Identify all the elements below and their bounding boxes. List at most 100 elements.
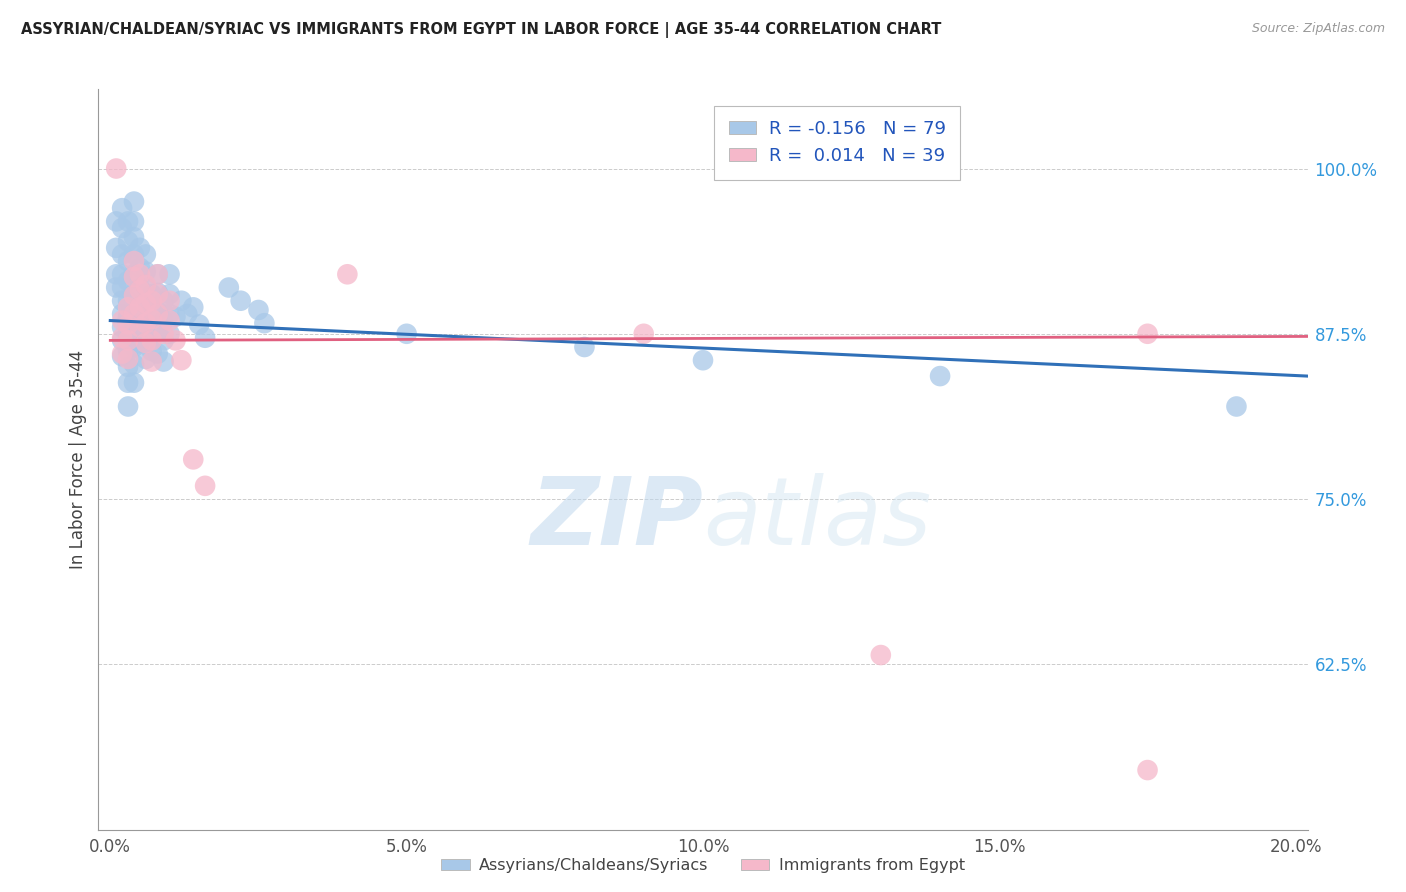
Point [229,293,252,308]
Point [122,323,145,337]
Point [117,254,139,268]
Point [117,326,139,341]
Point [152,313,174,327]
Point [122,357,145,371]
Point [135,334,157,348]
Point [117,318,139,332]
Point [117,359,139,374]
Y-axis label: In Labor Force | Age 35-44: In Labor Force | Age 35-44 [69,350,87,569]
Point [152,293,174,308]
Point [117,334,139,348]
Point [122,214,145,228]
Point [105,241,128,255]
Point [122,268,145,282]
Point [869,648,891,662]
Point [111,331,134,345]
Point [146,326,169,340]
Text: Source: ZipAtlas.com: Source: ZipAtlas.com [1251,22,1385,36]
Point [117,376,139,390]
Point [146,268,169,282]
Point [122,247,145,261]
Legend: R = -0.156   N = 79, R =  0.014   N = 39: R = -0.156 N = 79, R = 0.014 N = 39 [714,105,960,179]
Point [141,343,163,358]
Point [117,400,139,414]
Point [117,301,139,315]
Point [141,323,163,337]
Point [129,320,152,334]
Point [111,280,134,294]
Point [129,318,152,332]
Point [135,298,157,312]
Point [122,269,145,284]
Point [170,353,193,368]
Point [146,307,169,321]
Point [247,303,270,318]
Point [111,293,134,308]
Point [141,354,163,368]
Point [146,285,169,300]
Point [111,346,134,360]
Point [129,280,152,294]
Point [105,161,128,176]
Point [122,287,145,301]
Point [692,353,714,368]
Point [135,296,157,310]
Point [135,277,157,292]
Point [141,312,163,326]
Point [135,280,157,294]
Point [152,334,174,348]
Point [146,346,169,360]
Point [135,336,157,351]
Point [122,194,145,209]
Point [165,334,187,348]
Point [165,310,187,324]
Point [135,247,157,261]
Point [135,316,157,330]
Point [194,331,217,345]
Point [129,301,152,315]
Point [122,340,145,354]
Point [111,320,134,334]
Point [117,310,139,324]
Point [129,241,152,255]
Point [117,343,139,358]
Point [111,221,134,235]
Point [141,287,163,301]
Point [135,351,157,366]
Point [181,301,204,315]
Point [141,293,163,308]
Point [129,260,152,275]
Text: ASSYRIAN/CHALDEAN/SYRIAC VS IMMIGRANTS FROM EGYPT IN LABOR FORCE | AGE 35-44 COR: ASSYRIAN/CHALDEAN/SYRIAC VS IMMIGRANTS F… [21,22,942,38]
Point [105,214,128,228]
Point [111,334,134,348]
Point [117,214,139,228]
Point [176,307,198,321]
Point [122,307,145,321]
Point [194,479,217,493]
Point [395,326,418,341]
Point [159,307,181,321]
Point [146,287,169,301]
Point [111,268,134,282]
Point [253,316,276,330]
Text: ZIP: ZIP [530,473,703,565]
Point [218,280,240,294]
Point [152,354,174,368]
Point [141,304,163,318]
Point [146,268,169,282]
Point [188,318,211,332]
Point [129,283,152,297]
Point [122,288,145,302]
Point [129,299,152,313]
Point [111,349,134,363]
Point [159,313,181,327]
Point [929,369,952,384]
Point [117,293,139,308]
Legend: Assyrians/Chaldeans/Syriacs, Immigrants from Egypt: Assyrians/Chaldeans/Syriacs, Immigrants … [434,852,972,880]
Point [111,307,134,321]
Point [105,268,128,282]
Point [111,201,134,215]
Point [574,340,596,354]
Point [141,334,163,348]
Point [117,274,139,288]
